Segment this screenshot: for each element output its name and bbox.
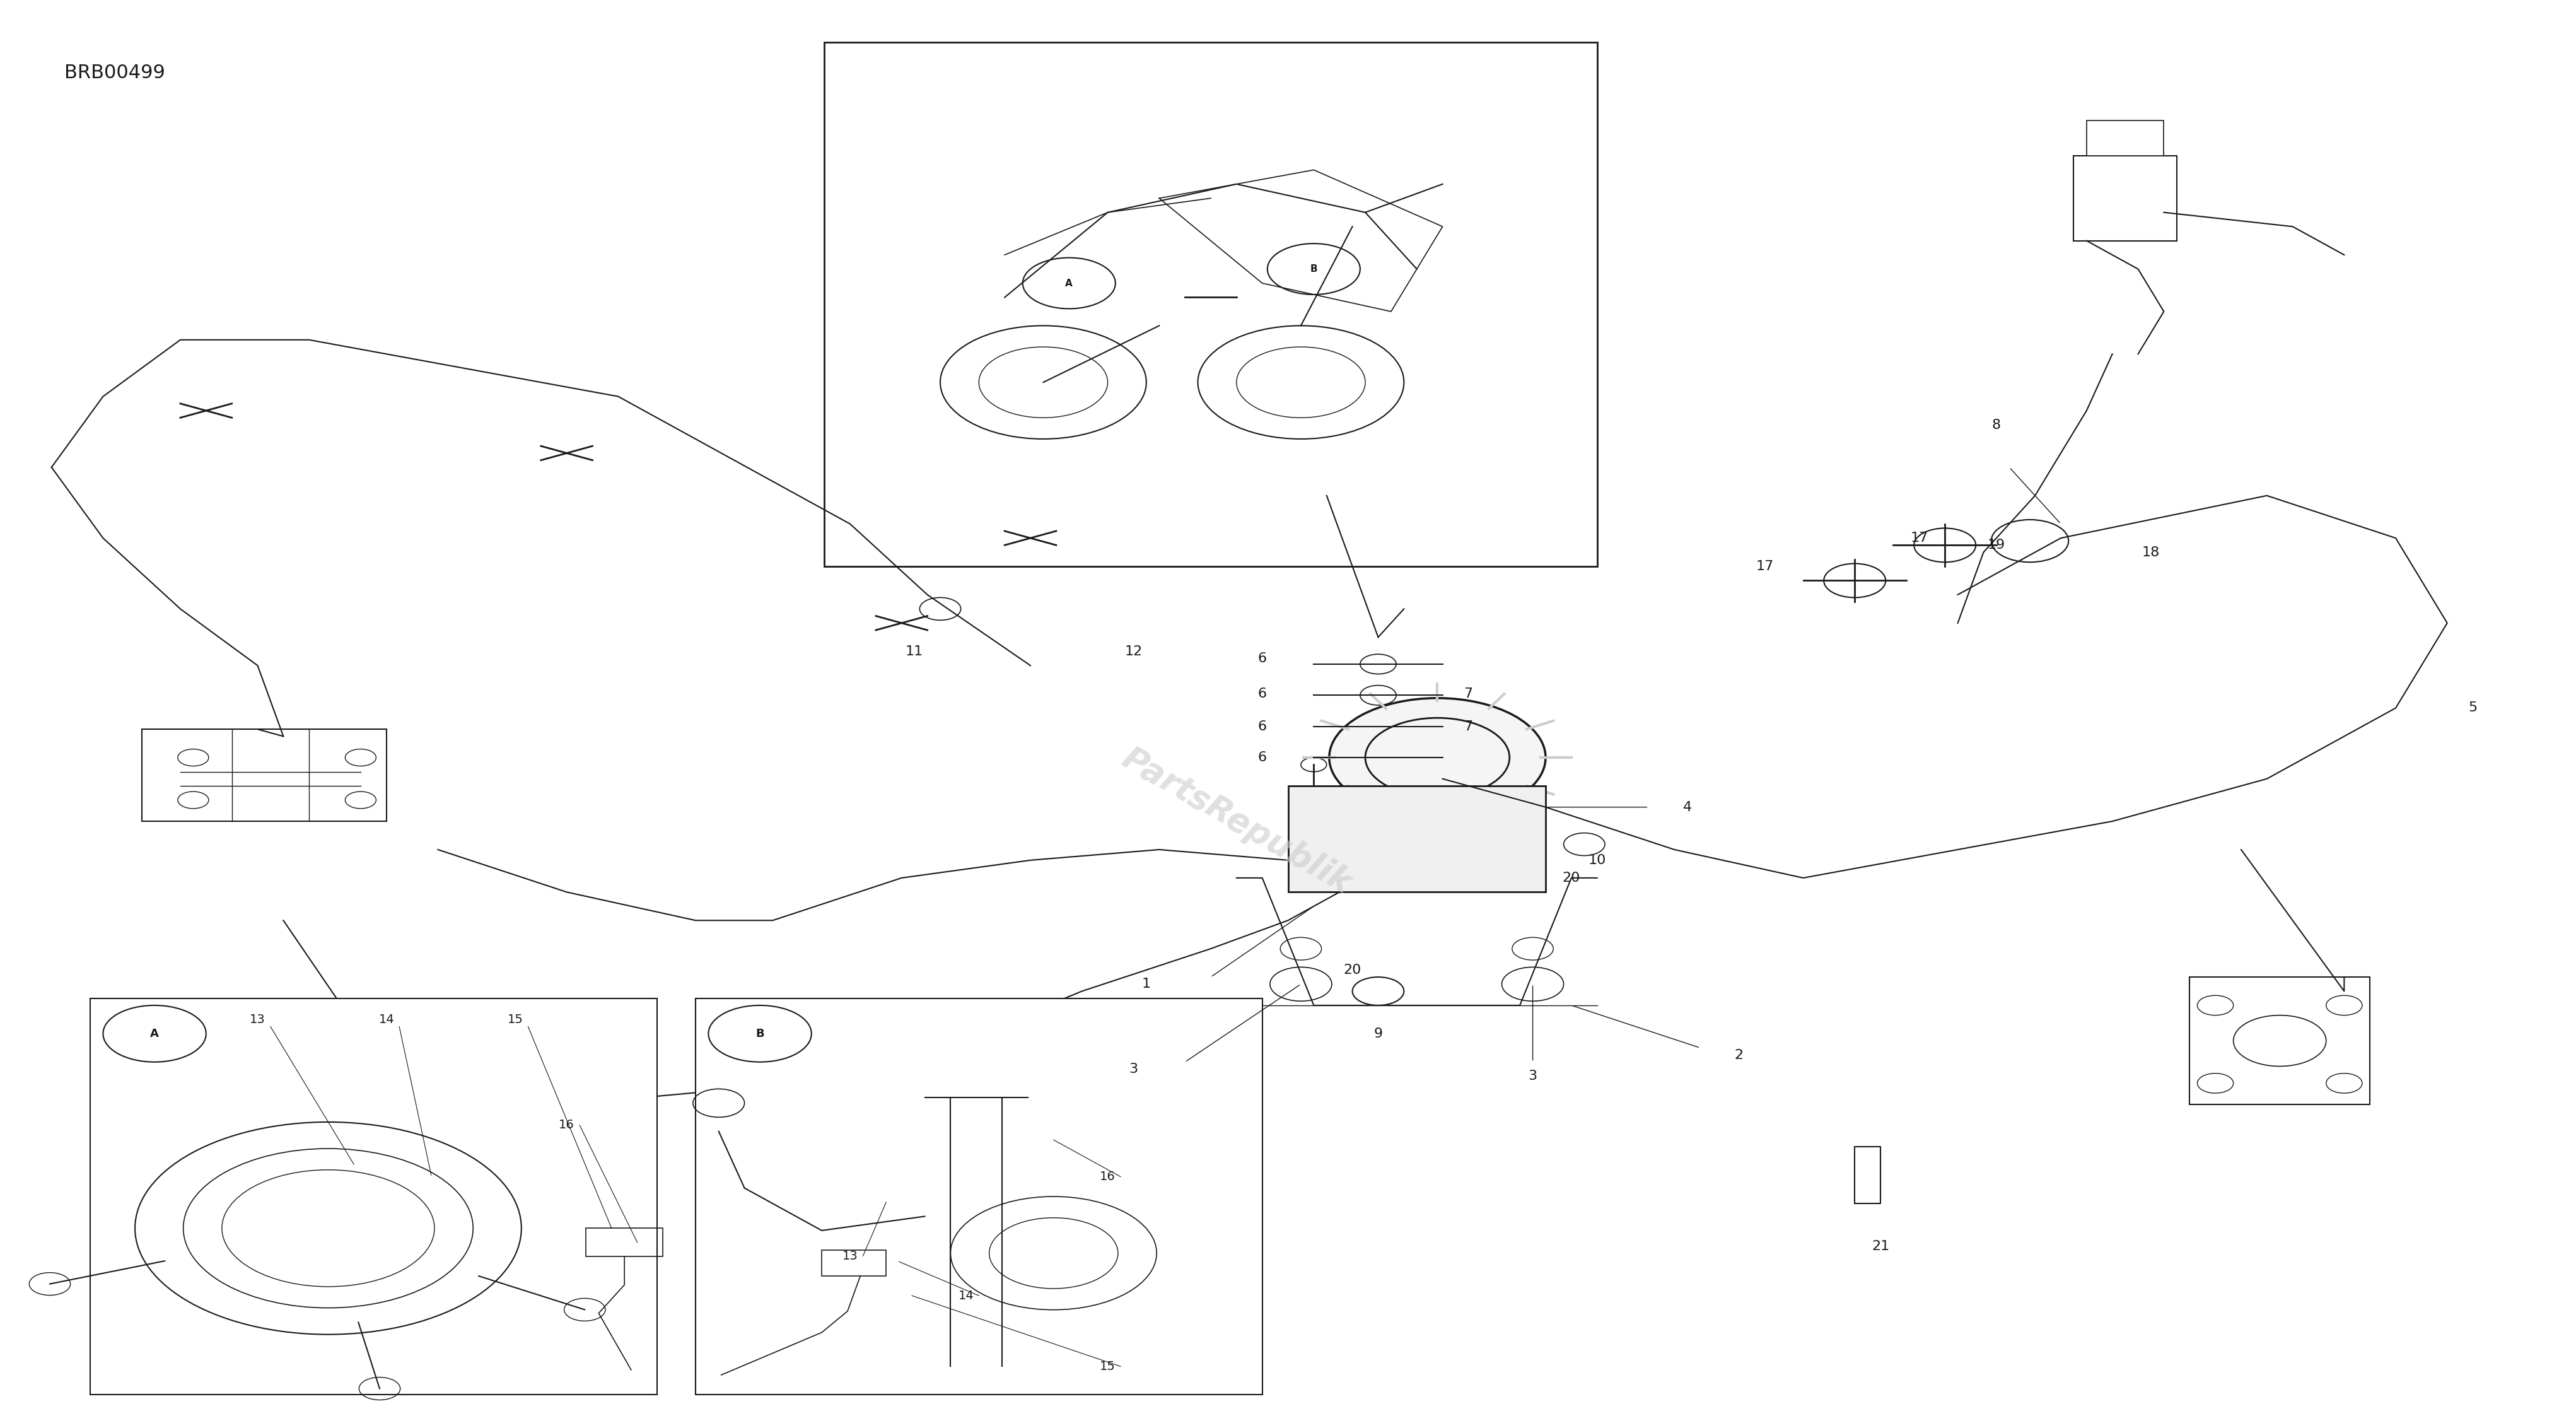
Text: B: B	[1311, 265, 1316, 273]
Circle shape	[1329, 698, 1546, 817]
Text: 16: 16	[1100, 1171, 1115, 1182]
Text: 14: 14	[958, 1290, 974, 1301]
Text: 17: 17	[1757, 561, 1772, 572]
Text: 20: 20	[1564, 872, 1579, 884]
Text: A: A	[1066, 279, 1072, 287]
Text: 3: 3	[1528, 1070, 1538, 1082]
Text: BRB00499: BRB00499	[64, 64, 165, 82]
Text: 6: 6	[1257, 688, 1267, 700]
Text: 6: 6	[1257, 653, 1267, 664]
Text: 7: 7	[1463, 688, 1473, 700]
Text: 18: 18	[2143, 547, 2159, 558]
Text: 9: 9	[1373, 1028, 1383, 1039]
Bar	[696, 998, 1262, 1395]
Bar	[2190, 977, 2370, 1104]
Text: PartsRepublik: PartsRepublik	[1115, 742, 1358, 901]
Text: 13: 13	[842, 1250, 858, 1262]
Bar	[822, 1250, 886, 1276]
Text: 4: 4	[1682, 801, 1692, 813]
Text: 3: 3	[1128, 1063, 1139, 1075]
Text: 12: 12	[1126, 646, 1141, 657]
Bar	[1293, 803, 1358, 828]
Text: 5: 5	[2468, 702, 2478, 714]
Text: 8: 8	[1991, 419, 2002, 430]
Bar	[2074, 156, 2177, 241]
Text: 21: 21	[1873, 1240, 1888, 1252]
Text: B: B	[755, 1028, 765, 1039]
Bar	[824, 42, 1597, 566]
Bar	[585, 1228, 662, 1256]
Text: 10: 10	[1589, 854, 1605, 867]
Text: 6: 6	[1257, 721, 1267, 732]
Text: 19: 19	[1989, 539, 2004, 551]
Text: 14: 14	[379, 1014, 394, 1025]
Text: 1: 1	[1141, 978, 1151, 990]
Text: 7: 7	[1463, 721, 1473, 732]
Bar	[142, 729, 386, 821]
Bar	[1288, 786, 1546, 892]
Text: 11: 11	[907, 646, 922, 657]
Text: 20: 20	[1345, 964, 1360, 976]
Text: A: A	[149, 1028, 160, 1039]
Text: 16: 16	[559, 1119, 574, 1131]
Text: 2: 2	[1734, 1049, 1744, 1061]
Text: 17: 17	[1911, 532, 1927, 544]
Text: 15: 15	[1100, 1361, 1115, 1372]
Text: 15: 15	[507, 1014, 523, 1025]
Bar	[2087, 120, 2164, 156]
Text: 13: 13	[250, 1014, 265, 1025]
Circle shape	[1399, 807, 1512, 869]
Text: 6: 6	[1257, 752, 1267, 763]
Bar	[90, 998, 657, 1395]
